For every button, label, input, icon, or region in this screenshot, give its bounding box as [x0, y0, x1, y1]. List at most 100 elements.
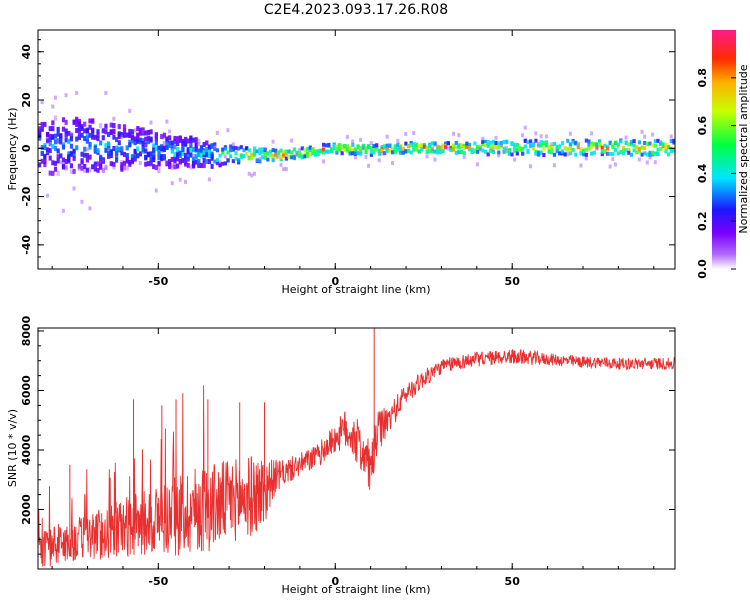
spectrogram-cell — [383, 151, 387, 156]
spectrogram-cell — [40, 158, 44, 164]
spectrogram-cell — [603, 148, 607, 153]
spectrogram-cell — [53, 166, 58, 172]
spectrogram-cell — [507, 151, 511, 156]
spectrogram-cell — [550, 142, 554, 147]
spectrogram-cell — [221, 147, 225, 152]
snr-y-tick-label: 4000 — [20, 434, 33, 465]
spectrogram-cell — [99, 163, 103, 169]
spectrogram-cell — [529, 164, 533, 169]
spectrogram-cell — [329, 149, 334, 154]
spectrogram-cell — [136, 138, 140, 144]
spectrogram-cell — [125, 165, 129, 171]
spectrogram-cell — [653, 160, 657, 165]
spectrogram-cell — [183, 152, 188, 158]
spectrogram-cell — [521, 146, 525, 151]
spectrogram-cell — [194, 159, 198, 165]
spectrogram-cell — [45, 147, 50, 153]
spectrogram-cell — [128, 108, 132, 113]
spectrogram-cell — [48, 142, 52, 147]
spectrogram-cell — [311, 147, 315, 152]
spectrogram-cell — [295, 150, 299, 155]
spectrogram-cell — [107, 141, 111, 147]
spectrogram-cell — [64, 164, 68, 170]
spectrogram-cell — [157, 169, 161, 174]
spectrogram-cell — [351, 148, 355, 153]
spectrogram-cell — [523, 138, 527, 143]
spectrogram-cell — [231, 159, 235, 164]
spectrogram-cell — [274, 148, 278, 153]
spectrogram-cell — [64, 158, 68, 164]
spectrogram-cell — [250, 155, 254, 160]
spectrogram-cell — [306, 154, 310, 159]
spectrogram-cell — [523, 144, 527, 149]
spectrogram-cell — [284, 149, 289, 154]
spectrogram-cell — [412, 147, 416, 152]
spectrogram-cell — [165, 145, 169, 151]
spectrogram-cell — [491, 139, 496, 144]
spectrogram-cell — [191, 156, 196, 162]
spectrogram-cell — [202, 149, 206, 155]
spectrogram-cell — [197, 148, 201, 154]
spectrogram-cell — [223, 161, 227, 166]
spectrogram-cell — [433, 157, 437, 162]
spectrogram-cell — [669, 146, 673, 151]
spectrogram-cell — [160, 154, 164, 160]
spectrogram-cell — [667, 145, 671, 150]
spectrogram-cell — [191, 146, 196, 152]
spectrogram-cell — [53, 115, 58, 121]
spectrogram-cell — [377, 148, 381, 153]
spectrogram-cell — [136, 153, 140, 159]
spectrogram-cell — [473, 148, 477, 153]
spectrogram-cell — [396, 147, 400, 152]
spectrogram-cell — [276, 154, 280, 159]
spectrogram-cell — [234, 151, 238, 156]
spectrogram-cell — [205, 158, 209, 164]
spectrogram-cell — [391, 150, 395, 155]
spectrogram-cell — [77, 134, 82, 140]
spectrogram-cell — [43, 121, 47, 127]
spectrogram-cell — [245, 146, 249, 151]
spectrogram-cell — [308, 148, 312, 153]
spectrogram-cell — [412, 142, 416, 147]
spectrogram-cell — [181, 143, 185, 149]
spectrogram-cell — [183, 161, 188, 167]
spectrogram-cell — [120, 146, 124, 152]
spectrogram-cell — [61, 157, 66, 163]
spectrogram-cell — [48, 170, 52, 176]
spectrogram-cell — [544, 143, 549, 148]
spectrogram-cell — [144, 130, 148, 136]
spectrogram-cell — [383, 144, 387, 149]
spectrogram-cell — [404, 141, 408, 146]
spectrogram-cell — [539, 143, 543, 148]
spectrogram-cell — [43, 162, 47, 168]
spectrogram-cell — [202, 163, 206, 169]
colorbar-label: Normalized spectral amplitude — [737, 64, 750, 233]
spectrogram-cell — [239, 145, 243, 150]
spectrogram-cell — [648, 150, 652, 155]
spectrogram-cell — [552, 163, 556, 168]
spectrogram-cell — [120, 132, 124, 138]
spectrogram-cell — [114, 149, 119, 155]
spectrogram-cell — [619, 139, 623, 144]
spectrogram-cell — [406, 148, 411, 153]
spectrogram-cell — [388, 144, 392, 149]
spectrogram-marks — [38, 90, 675, 213]
spectrogram-cell — [457, 143, 461, 148]
spectrogram-cell — [176, 136, 180, 142]
spectrogram-cell — [197, 142, 201, 147]
spectrogram-cell — [207, 177, 211, 182]
spectrogram-cell — [88, 141, 92, 147]
spectrogram-cell — [56, 170, 60, 176]
spectrogram-cell — [215, 158, 220, 163]
spectrogram-cell — [112, 116, 116, 121]
spectrogram-cell — [40, 150, 44, 156]
spectrogram-cell — [438, 146, 442, 151]
spectrogram-cell — [568, 146, 573, 151]
spectrogram-cell — [48, 148, 52, 154]
spectrogram-cell — [247, 156, 251, 161]
spectrogram-cell — [356, 151, 360, 156]
spectrogram-cell — [653, 151, 657, 156]
spectrogram-cell — [314, 149, 318, 154]
spectrogram-cell — [470, 147, 474, 152]
spectrogram-cell — [295, 152, 299, 157]
